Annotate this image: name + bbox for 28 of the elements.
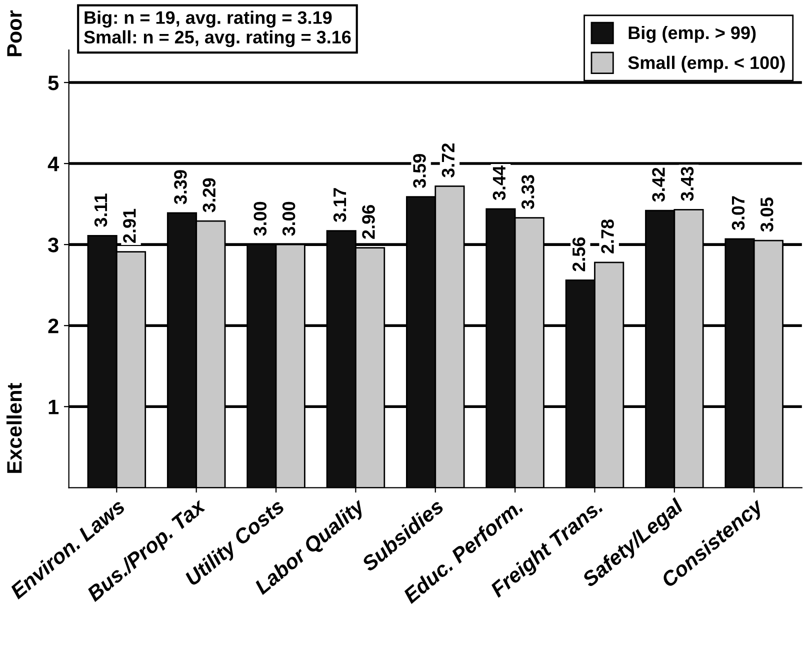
y-tick-label: 1 xyxy=(48,400,59,414)
legend-label: Small (emp. < 100) xyxy=(628,56,785,73)
data-label: 3.43 xyxy=(680,166,694,201)
data-label: 3.42 xyxy=(652,168,665,202)
data-label: 2.96 xyxy=(362,204,375,239)
data-label: 3.00 xyxy=(254,202,267,236)
data-label: 3.00 xyxy=(282,202,296,236)
y-tick-label: 4 xyxy=(48,156,60,172)
y-tick-label: 2 xyxy=(48,318,58,334)
data-label: 3.39 xyxy=(174,170,187,204)
data-label: 2.91 xyxy=(123,208,136,243)
data-label: 3.17 xyxy=(333,188,346,222)
data-label: 2.78 xyxy=(601,219,614,254)
data-label: 2.56 xyxy=(572,237,586,272)
data-label: 3.05 xyxy=(760,198,774,232)
legend-label: Big (emp. > 99) xyxy=(628,26,756,43)
data-label: 3.33 xyxy=(521,175,534,210)
text: Excellent xyxy=(6,383,22,473)
y-tick-label: 5 xyxy=(48,76,59,90)
data-label: 3.72 xyxy=(442,143,455,178)
y-tick-label: 3 xyxy=(48,238,58,252)
data-label: 3.11 xyxy=(94,194,108,227)
data-label: 3.44 xyxy=(492,166,506,200)
data-label: 3.07 xyxy=(732,196,745,230)
text: Big: n = 19, avg. rating = 3.19 Small: n = 25, avg. rating = 3.16 xyxy=(84,10,351,48)
data-label: 3.59 xyxy=(413,154,426,188)
data-label: 3.29 xyxy=(202,178,216,212)
text: Poor xyxy=(7,10,22,56)
